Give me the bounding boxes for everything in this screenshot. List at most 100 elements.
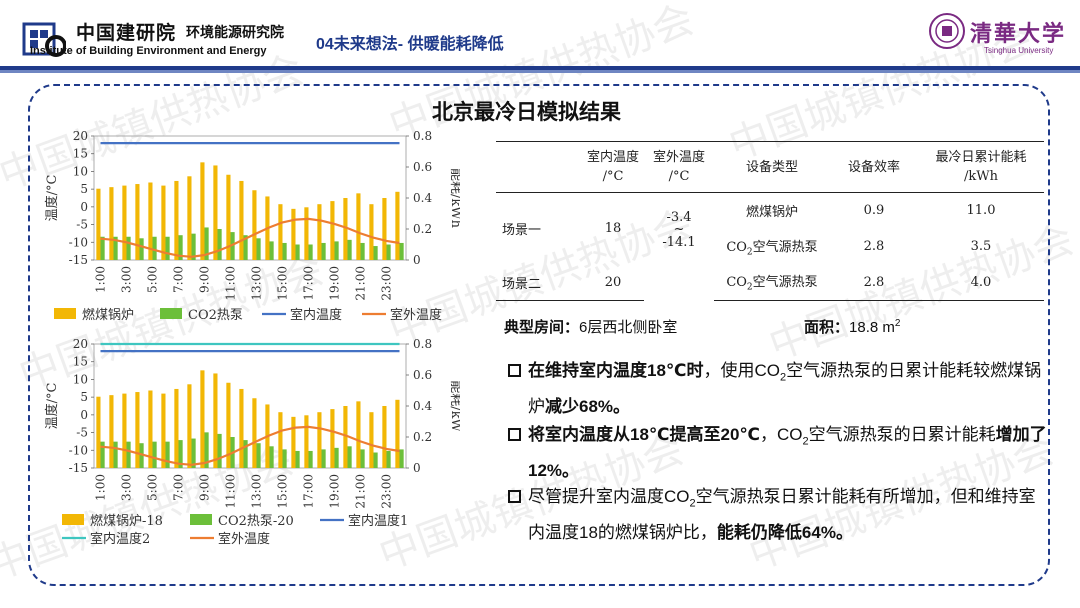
y-right-tick-label: 0.4: [413, 399, 432, 413]
bullet-text-part: 将室内温度从18℃提高至20℃: [528, 425, 760, 444]
bar-coal: [161, 185, 166, 260]
section-title: 04未来想法- 供暖能耗降低: [316, 36, 504, 53]
x-tick-label: 7:00: [172, 266, 186, 293]
y-left-tick-label: 20: [73, 337, 88, 351]
bar-co2: [360, 449, 365, 468]
bar-coal: [96, 396, 101, 468]
bar-co2: [152, 441, 157, 468]
legend-label: 室内温度: [290, 307, 342, 323]
bar-coal: [135, 392, 140, 468]
header-divider: [0, 66, 1080, 73]
bar-co2: [126, 441, 131, 468]
bar-coal: [252, 398, 257, 468]
bar-co2: [165, 441, 170, 468]
legend-swatch: [54, 308, 76, 319]
tsinghua-name-cn: 清華大学: [970, 21, 1067, 47]
bar-coal: [213, 373, 218, 468]
table-header-cell: 室内温度/°C: [582, 141, 644, 193]
x-tick-label: 19:00: [328, 266, 342, 301]
legend-label: 室外温度: [390, 307, 442, 323]
y-left-tick-label: 10: [73, 164, 88, 178]
x-tick-label: 23:00: [380, 266, 394, 301]
bullet-text-part: 能耗仍降低64%。: [716, 523, 853, 543]
table-header-row: 室内温度/°C 室外温度/°C 设备类型 设备效率 最冷日累计能耗/kWh: [496, 141, 1044, 193]
bar-coal: [382, 406, 387, 468]
y-left-axis-label: 温度/°C: [44, 383, 60, 430]
bar-coal: [395, 191, 400, 260]
y-left-tick-label: 20: [73, 129, 88, 143]
x-tick-label: 15:00: [276, 266, 290, 301]
bar-coal: [356, 401, 361, 468]
x-tick-label: 9:00: [198, 474, 212, 501]
y-left-tick-label: -15: [69, 461, 88, 475]
y-left-tick-label: 0: [80, 200, 88, 214]
bar-co2: [295, 450, 300, 468]
bar-co2: [243, 440, 248, 468]
bar-coal: [382, 198, 387, 260]
bar-co2: [269, 446, 274, 468]
bar-coal: [187, 384, 192, 468]
y-right-tick-label: 0.8: [413, 337, 432, 351]
bar-coal: [226, 174, 231, 260]
x-tick-label: 19:00: [328, 474, 342, 509]
bar-coal: [304, 207, 309, 260]
bar-coal: [343, 406, 348, 468]
table-header-cell: 设备效率: [830, 141, 918, 193]
table-cell-energy: 4.0: [918, 264, 1044, 301]
y-right-axis-label: 能耗/kWh: [448, 168, 460, 229]
legend-swatch: [190, 514, 212, 525]
bar-co2: [191, 438, 196, 468]
bar-coal: [200, 370, 205, 468]
bullet-text-part: 增加了12%。: [528, 425, 1047, 481]
bar-co2: [334, 447, 339, 468]
bar-co2: [334, 241, 339, 260]
legend-label: 燃煤锅炉-18: [90, 513, 163, 529]
y-left-tick-label: 5: [80, 390, 88, 404]
bar-coal: [369, 412, 374, 468]
y-left-tick-label: 10: [73, 372, 88, 386]
bar-coal: [291, 416, 296, 468]
bar-coal: [213, 165, 218, 260]
bar-co2: [139, 238, 144, 260]
bullet-text-part: 减少68%。: [545, 397, 631, 417]
page-heading: 北京最冷日模拟结果: [432, 101, 621, 124]
bar-coal: [252, 190, 257, 260]
bar-co2: [373, 452, 378, 468]
x-tick-label: 9:00: [198, 266, 212, 293]
y-left-tick-label: -15: [69, 253, 88, 267]
area-info: 面积：18.8 m2: [804, 318, 901, 336]
x-tick-label: 5:00: [146, 266, 160, 293]
institute-name-en: Institute of Building Environment and En…: [30, 45, 267, 57]
legend-swatch: [160, 308, 182, 319]
bar-coal: [174, 180, 179, 260]
seal-icon: [929, 13, 965, 49]
y-left-tick-label: 15: [73, 355, 88, 369]
chart-simulation-18: 20 15 10 5 0 -5 -10 -15 0.8 0.6 0.4 0.2 0 温度/°C 能耗/kWh…: [44, 129, 460, 323]
chart-simulation-20: 20 15 10 5 0 -5 -10 -15 0.8 0.6 0.4 0.2 0 温度/°C 能耗/kW 1…: [44, 337, 460, 547]
legend-label: 室内温度1: [348, 513, 408, 529]
y-right-tick-label: 0.2: [413, 222, 432, 236]
x-tick-label: 1:00: [94, 474, 108, 501]
legend-label: CO2热泵-20: [218, 514, 294, 529]
legend-label: 燃煤锅炉: [82, 307, 134, 323]
bullet-text: 在维持室内温度18℃时，使用CO2空气源热泵的日累计能耗较燃煤锅炉减少68%。: [528, 356, 1048, 422]
bar-co2: [126, 236, 131, 260]
x-tick-label: 23:00: [380, 474, 394, 509]
bar-coal: [109, 187, 114, 260]
table-row: CO2空气源热泵 2.8 3.5: [496, 229, 1044, 265]
y-right-tick-label: 0.6: [413, 368, 432, 382]
tsinghua-name-en: Tsinghua University: [984, 46, 1054, 55]
bullet-text-part: 2: [780, 371, 787, 384]
bar-coal: [395, 399, 400, 468]
bullet-text-part: 2: [802, 435, 809, 448]
bar-co2: [113, 236, 118, 260]
bullet-text: 将室内温度从18℃提高至20℃，CO2空气源热泵的日累计能耗增加了12%。: [528, 420, 1048, 486]
bullet-text-part: 在维持室内温度18℃时: [528, 361, 704, 380]
table-cell-outdoor: -3.4 ~ -14.1: [662, 209, 696, 250]
bar-co2: [100, 236, 105, 260]
y-right-tick-label: 0.6: [413, 160, 432, 174]
x-tick-label: 21:00: [354, 474, 368, 509]
bar-co2: [204, 432, 209, 468]
bar-coal: [200, 162, 205, 260]
bullet-text-part: 空气源热泵的日累计能耗: [808, 425, 996, 444]
